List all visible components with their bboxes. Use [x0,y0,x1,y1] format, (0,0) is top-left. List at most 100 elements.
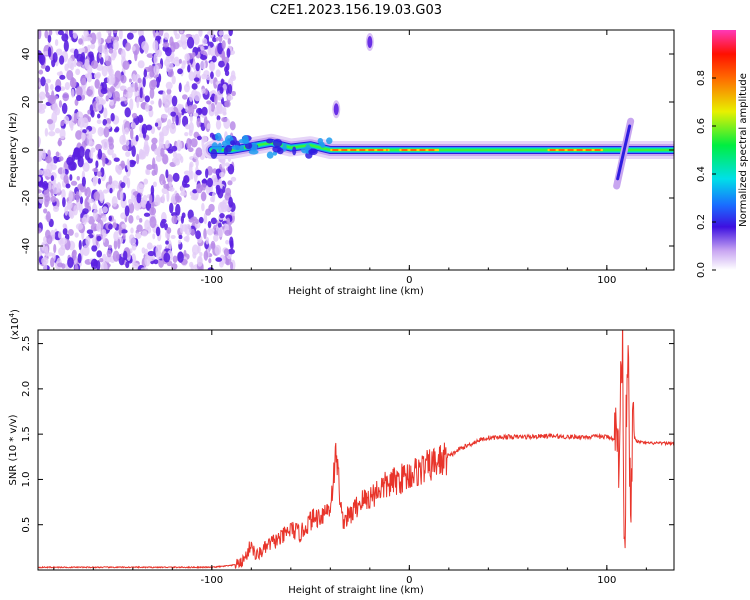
heatmap-speckle [183,170,191,176]
heatmap-speckle [191,52,196,58]
heatmap-speckle [136,193,142,204]
heatmap-speckle [120,229,128,234]
heatmap-speckle [158,73,162,83]
heatmap-speckle [106,118,112,125]
heatmap-speckle [201,179,208,184]
heatmap-speckle [119,190,124,202]
heatmap-speckle [170,212,178,217]
heatmap-speckle [204,88,208,95]
heatmap-speckle [122,233,126,240]
heatmap-ridge-blob [272,138,283,148]
heatmap-speckle [41,256,49,266]
heatmap-speckle [164,101,170,113]
heatmap-speckle [49,95,56,105]
heatmap-speckle [43,208,48,214]
heatmap-speckle [102,119,108,126]
heatmap-speckle [150,185,155,196]
heatmap-ridge-blob [266,138,274,144]
heatmap-speckle [154,197,161,206]
heatmap-speckle [206,177,214,188]
heatmap-speckle [154,122,159,127]
heatmap-speckle [102,232,106,243]
heatmap-speckle [96,119,102,125]
heatmap-speckle [73,112,78,125]
heatmap-speckle [58,156,64,162]
heatmap-speckle [121,144,130,151]
heatmap-speckle [145,124,153,131]
heatmap-speckle [152,233,156,240]
heatmap-speckle [209,61,215,71]
heatmap-speckle [84,58,90,70]
heatmap-speckle [44,127,49,137]
heatmap-speckle [218,30,225,36]
heatmap-speckle [130,160,137,165]
heatmap-speckle [190,263,194,270]
heatmap-speckle [169,202,174,214]
heatmap-speckle [112,30,118,34]
heatmap-speckle [38,136,41,148]
heatmap-speckle [46,162,53,174]
heatmap-speckle [78,201,83,214]
heatmap-speckle [112,49,117,58]
heatmap-speckle [62,92,70,102]
heatmap-speckle [122,175,129,185]
heatmap-speckle [46,234,53,245]
heatmap-speckle [112,39,119,51]
heatmap-speckle [92,208,98,221]
heatmap-speckle [208,258,212,264]
heatmap-speckle [225,239,230,245]
heatmap-speckle [217,188,224,199]
heatmap-speckle [128,198,133,205]
heatmap-speckle [193,112,199,117]
colorbar-tick-label: 0.6 [696,118,707,134]
heatmap-speckle [165,240,169,245]
heatmap-speckle [230,70,236,80]
heatmap-speckle [82,245,90,257]
heatmap-speckle [62,228,68,235]
heatmap-speckle [219,254,226,266]
heatmap-speckle [174,56,179,62]
heatmap-speckle [131,122,136,129]
heatmap-ridge-blob [276,148,284,155]
snr-axes: -100 0 100 0.5 1.0 1.5 2.0 2.5 [21,330,674,586]
heatmap-speckle [183,175,190,184]
colorbar-ticks: 0.0 0.2 0.4 0.6 0.8 [696,70,716,278]
heatmap-speckle [131,145,136,158]
heatmap-speckle [54,127,61,134]
heatmap-speckle [48,30,53,36]
heatmap-speckle [180,33,187,45]
heatmap-speckle [56,71,63,76]
heatmap-speckle [53,243,57,254]
heatmap-speckle [171,215,178,224]
heatmap-speckle [159,132,165,143]
heatmap-speckle [101,81,108,92]
heatmap-ridge-blob [326,137,333,145]
heatmap-speckle [71,154,76,163]
heatmap-speckle [84,188,88,196]
heatmap-ridge-blob [231,145,242,151]
heatmap-speckle [44,198,49,208]
heatmap-speckle [227,95,234,101]
heatmap-speckle [81,117,89,128]
heatmap-ridge-blob [292,146,297,156]
heatmap-speckle [187,105,195,116]
heatmap-speckle [108,215,113,222]
heatmap-speckle [141,247,146,254]
heatmap-speckle [113,157,120,162]
heatmap-speckle [177,251,184,263]
heatmap-speckle [165,169,169,179]
heatmap-speckle [111,180,119,187]
colorbar: 0.0 0.2 0.4 0.6 0.8 Normalized spectral ampl… [696,30,749,278]
heatmap-speckle [153,53,158,65]
heatmap-speckle [201,135,208,143]
heatmap-speckle [39,53,46,66]
heatmap-speckle [195,147,203,158]
heatmap-speckle [159,30,164,37]
heatmap-speckle [120,85,125,91]
heatmap-speckle [135,215,140,221]
heatmap-panel: -100 0 100 -40 -20 0 20 40 Height of straight l… [8,29,675,297]
heatmap-speckle [193,33,200,46]
snr-xlabel: Height of straight line (km) [288,585,424,596]
heatmap-speckle [168,181,173,188]
heatmap-speckle [46,252,54,257]
